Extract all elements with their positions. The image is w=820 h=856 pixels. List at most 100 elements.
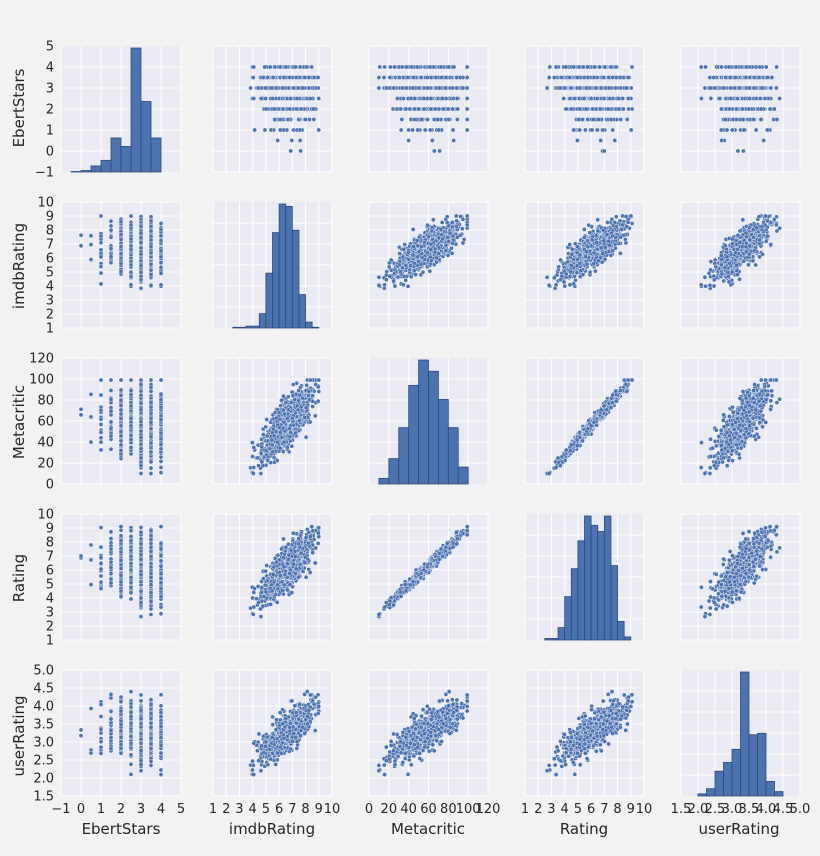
scatter-point <box>591 117 596 122</box>
scatter-point <box>421 106 427 112</box>
scatter-point <box>698 64 704 70</box>
scatter-point <box>408 263 413 268</box>
scatter-point <box>699 96 704 101</box>
scatter-point <box>118 269 124 275</box>
scatter-point <box>571 127 576 133</box>
scatter-point <box>595 127 600 133</box>
scatter-point <box>581 96 587 101</box>
scatter-point <box>547 64 553 70</box>
scatter-point <box>577 106 583 112</box>
scatter-point <box>296 85 301 91</box>
scatter-point <box>128 262 134 268</box>
scatter-point <box>316 96 322 101</box>
scatter-point <box>727 106 732 112</box>
scatter-point <box>743 75 749 80</box>
scatter-point <box>398 106 403 112</box>
scatter-point <box>591 75 597 80</box>
scatter-point <box>387 273 393 279</box>
scatter-point <box>418 261 424 267</box>
panel-ebertstars-vs-userrating <box>680 45 801 173</box>
scatter-point <box>425 222 430 228</box>
scatter-point <box>303 64 309 70</box>
scatter-point <box>446 223 451 229</box>
scatter-point <box>128 282 134 288</box>
scatter-point <box>454 213 459 219</box>
scatter-point <box>624 117 630 122</box>
scatter-point <box>546 75 552 80</box>
scatter-point <box>580 64 586 70</box>
scatter-point <box>128 274 134 279</box>
scatter-point <box>118 260 124 266</box>
scatter-point <box>747 75 753 80</box>
scatter-point <box>439 75 444 80</box>
scatter-point <box>432 106 438 112</box>
scatter-point <box>377 64 383 70</box>
scatter-point <box>616 106 622 112</box>
scatter-point <box>450 224 455 230</box>
scatter-point <box>740 117 746 122</box>
hist-bar <box>150 137 162 173</box>
scatter-points <box>698 64 782 154</box>
scatter-point <box>572 96 578 101</box>
scatter-point <box>414 64 420 70</box>
scatter-point <box>148 228 154 234</box>
scatter-point <box>401 246 406 252</box>
scatter-point <box>397 262 402 268</box>
scatter-point <box>559 75 564 80</box>
scatter-point <box>285 117 291 122</box>
scatter-point <box>608 64 614 70</box>
scatter-point <box>158 238 164 243</box>
scatter-point <box>376 282 382 288</box>
scatter-point <box>626 75 631 80</box>
scatter-point <box>148 224 154 229</box>
scatter-point <box>381 75 387 80</box>
scatter-point <box>726 64 732 70</box>
scatter-point <box>315 75 321 80</box>
scatter-point <box>562 85 567 91</box>
scatter-point <box>454 224 459 229</box>
scatter-point <box>288 96 293 101</box>
scatter-point <box>429 228 435 234</box>
scatter-point <box>551 75 557 80</box>
scatter-point <box>439 232 445 238</box>
scatter-point <box>293 75 299 80</box>
hist-bar <box>232 326 247 329</box>
scatter-point <box>428 96 434 101</box>
scatter-point <box>148 214 154 219</box>
scatter-point <box>777 96 782 101</box>
scatter-point <box>438 64 444 70</box>
panel-imdbrating-vs-rating <box>524 201 645 329</box>
scatter-point <box>735 148 741 154</box>
scatter-point <box>464 106 470 112</box>
scatter-point <box>567 75 573 80</box>
scatter-point <box>382 64 387 70</box>
scatter-point <box>410 85 416 91</box>
scatter-point <box>98 233 104 239</box>
scatter-point <box>148 237 154 243</box>
scatter-point <box>298 106 304 112</box>
scatter-point <box>734 106 739 112</box>
scatter-point <box>418 244 424 250</box>
scatter-point <box>440 236 446 242</box>
scatter-point <box>454 218 459 224</box>
scatter-point <box>628 127 634 133</box>
scatter-point <box>138 245 144 251</box>
scatter-point <box>600 127 606 133</box>
scatter-point <box>464 64 470 70</box>
scatter-point <box>605 106 611 112</box>
scatter-point <box>376 75 382 80</box>
scatter-point <box>158 233 164 239</box>
scatter-point <box>422 127 428 133</box>
scatter-point <box>428 258 434 264</box>
scatter-point <box>724 127 730 133</box>
hist-bar <box>110 137 122 173</box>
scatter-point <box>263 106 269 112</box>
scatter-point <box>425 85 431 91</box>
scatter-point <box>297 64 303 70</box>
scatter-point <box>577 127 583 133</box>
scatter-point <box>445 106 451 112</box>
scatter-point <box>590 106 595 112</box>
scatter-point <box>297 127 303 133</box>
scatter-point <box>427 268 433 274</box>
scatter-point <box>302 75 307 80</box>
